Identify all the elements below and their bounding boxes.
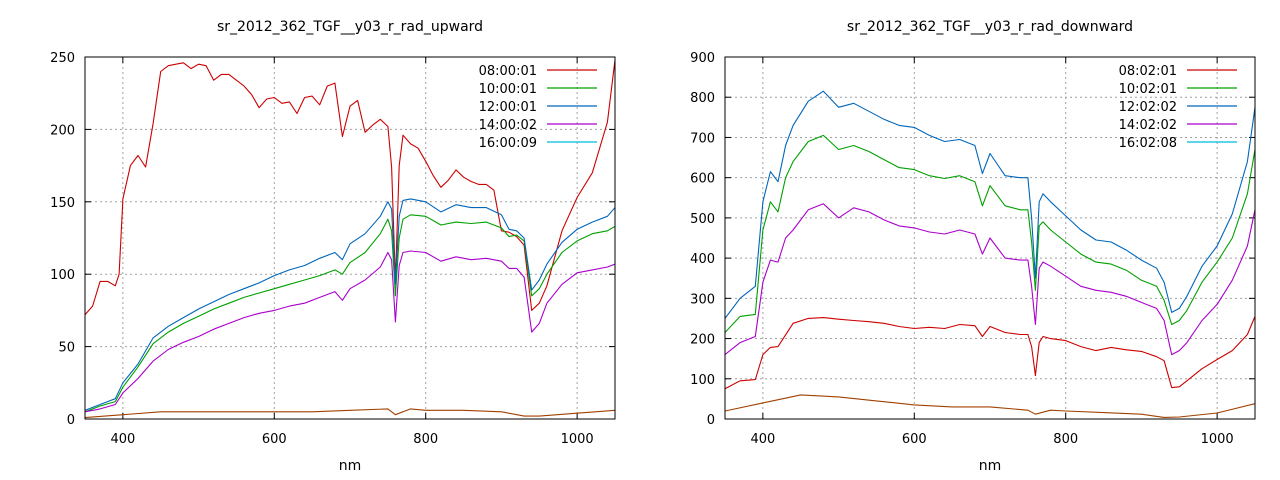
y-tick-label: 100 — [690, 373, 715, 388]
plot-frame — [84, 56, 616, 420]
x-axis-label: nm — [979, 458, 1002, 474]
chart-panel-1: sr_2012_362_TGF__y03_r_rad_downward 400 60… — [690, 19, 1256, 474]
x-tick-label: 600 — [262, 432, 287, 447]
y-tick-label: 200 — [690, 333, 715, 348]
x-tick-label: 800 — [1053, 432, 1078, 447]
plot-frame — [724, 56, 1256, 420]
x-tick-label: 400 — [110, 432, 135, 447]
x-tick-label: 1000 — [561, 432, 594, 447]
legend-label: 08:00:01 — [479, 64, 537, 79]
legend-label: 10:02:01 — [1119, 82, 1177, 97]
series-group — [85, 59, 615, 419]
x-tick-label: 800 — [413, 432, 438, 447]
y-tick-label: 900 — [690, 51, 715, 66]
series-line-5 — [85, 408, 615, 419]
series-group — [725, 90, 1255, 418]
series-line-0 — [85, 59, 615, 316]
y-tick-label: 600 — [690, 172, 715, 187]
y-tick-label: 500 — [690, 212, 715, 227]
y-tick-label: 150 — [50, 196, 75, 211]
y-tick-label: 200 — [50, 123, 75, 138]
legend-label: 12:02:02 — [1119, 100, 1177, 115]
chart-title: sr_2012_362_TGF__y03_r_rad_downward — [847, 19, 1133, 35]
series-line-1 — [725, 134, 1255, 333]
y-tick-label: 100 — [50, 268, 75, 283]
legend-label: 14:00:02 — [479, 118, 537, 133]
legend-label: 16:00:09 — [479, 136, 537, 151]
legend-label: 14:02:02 — [1119, 118, 1177, 133]
x-tick-label: 400 — [750, 432, 775, 447]
series-line-5 — [725, 394, 1255, 418]
x-axis-label: nm — [339, 458, 362, 474]
series-line-2 — [725, 90, 1255, 319]
x-tick-label: 600 — [902, 432, 927, 447]
legend-label: 12:00:01 — [479, 100, 537, 115]
chart-panel-0: sr_2012_362_TGF__y03_r_rad_upward 400 600 8… — [50, 19, 616, 474]
series-line-2 — [85, 198, 615, 411]
x-tick-label: 1000 — [1201, 432, 1234, 447]
chart-title: sr_2012_362_TGF__y03_r_rad_upward — [217, 19, 483, 35]
series-line-3 — [85, 250, 615, 413]
y-tick-label: 300 — [690, 292, 715, 307]
y-tick-label: 250 — [50, 51, 75, 66]
series-line-0 — [725, 316, 1255, 390]
legend-label: 08:02:01 — [1119, 64, 1177, 79]
y-tick-label: 400 — [690, 252, 715, 267]
series-line-1 — [85, 214, 615, 413]
y-tick-label: 0 — [707, 413, 715, 428]
series-line-3 — [725, 203, 1255, 356]
legend-label: 10:00:01 — [479, 82, 537, 97]
y-tick-label: 700 — [690, 131, 715, 146]
legend-label: 16:02:08 — [1119, 136, 1177, 151]
y-tick-label: 0 — [67, 413, 75, 428]
y-tick-label: 800 — [690, 91, 715, 106]
y-tick-label: 50 — [58, 341, 75, 356]
